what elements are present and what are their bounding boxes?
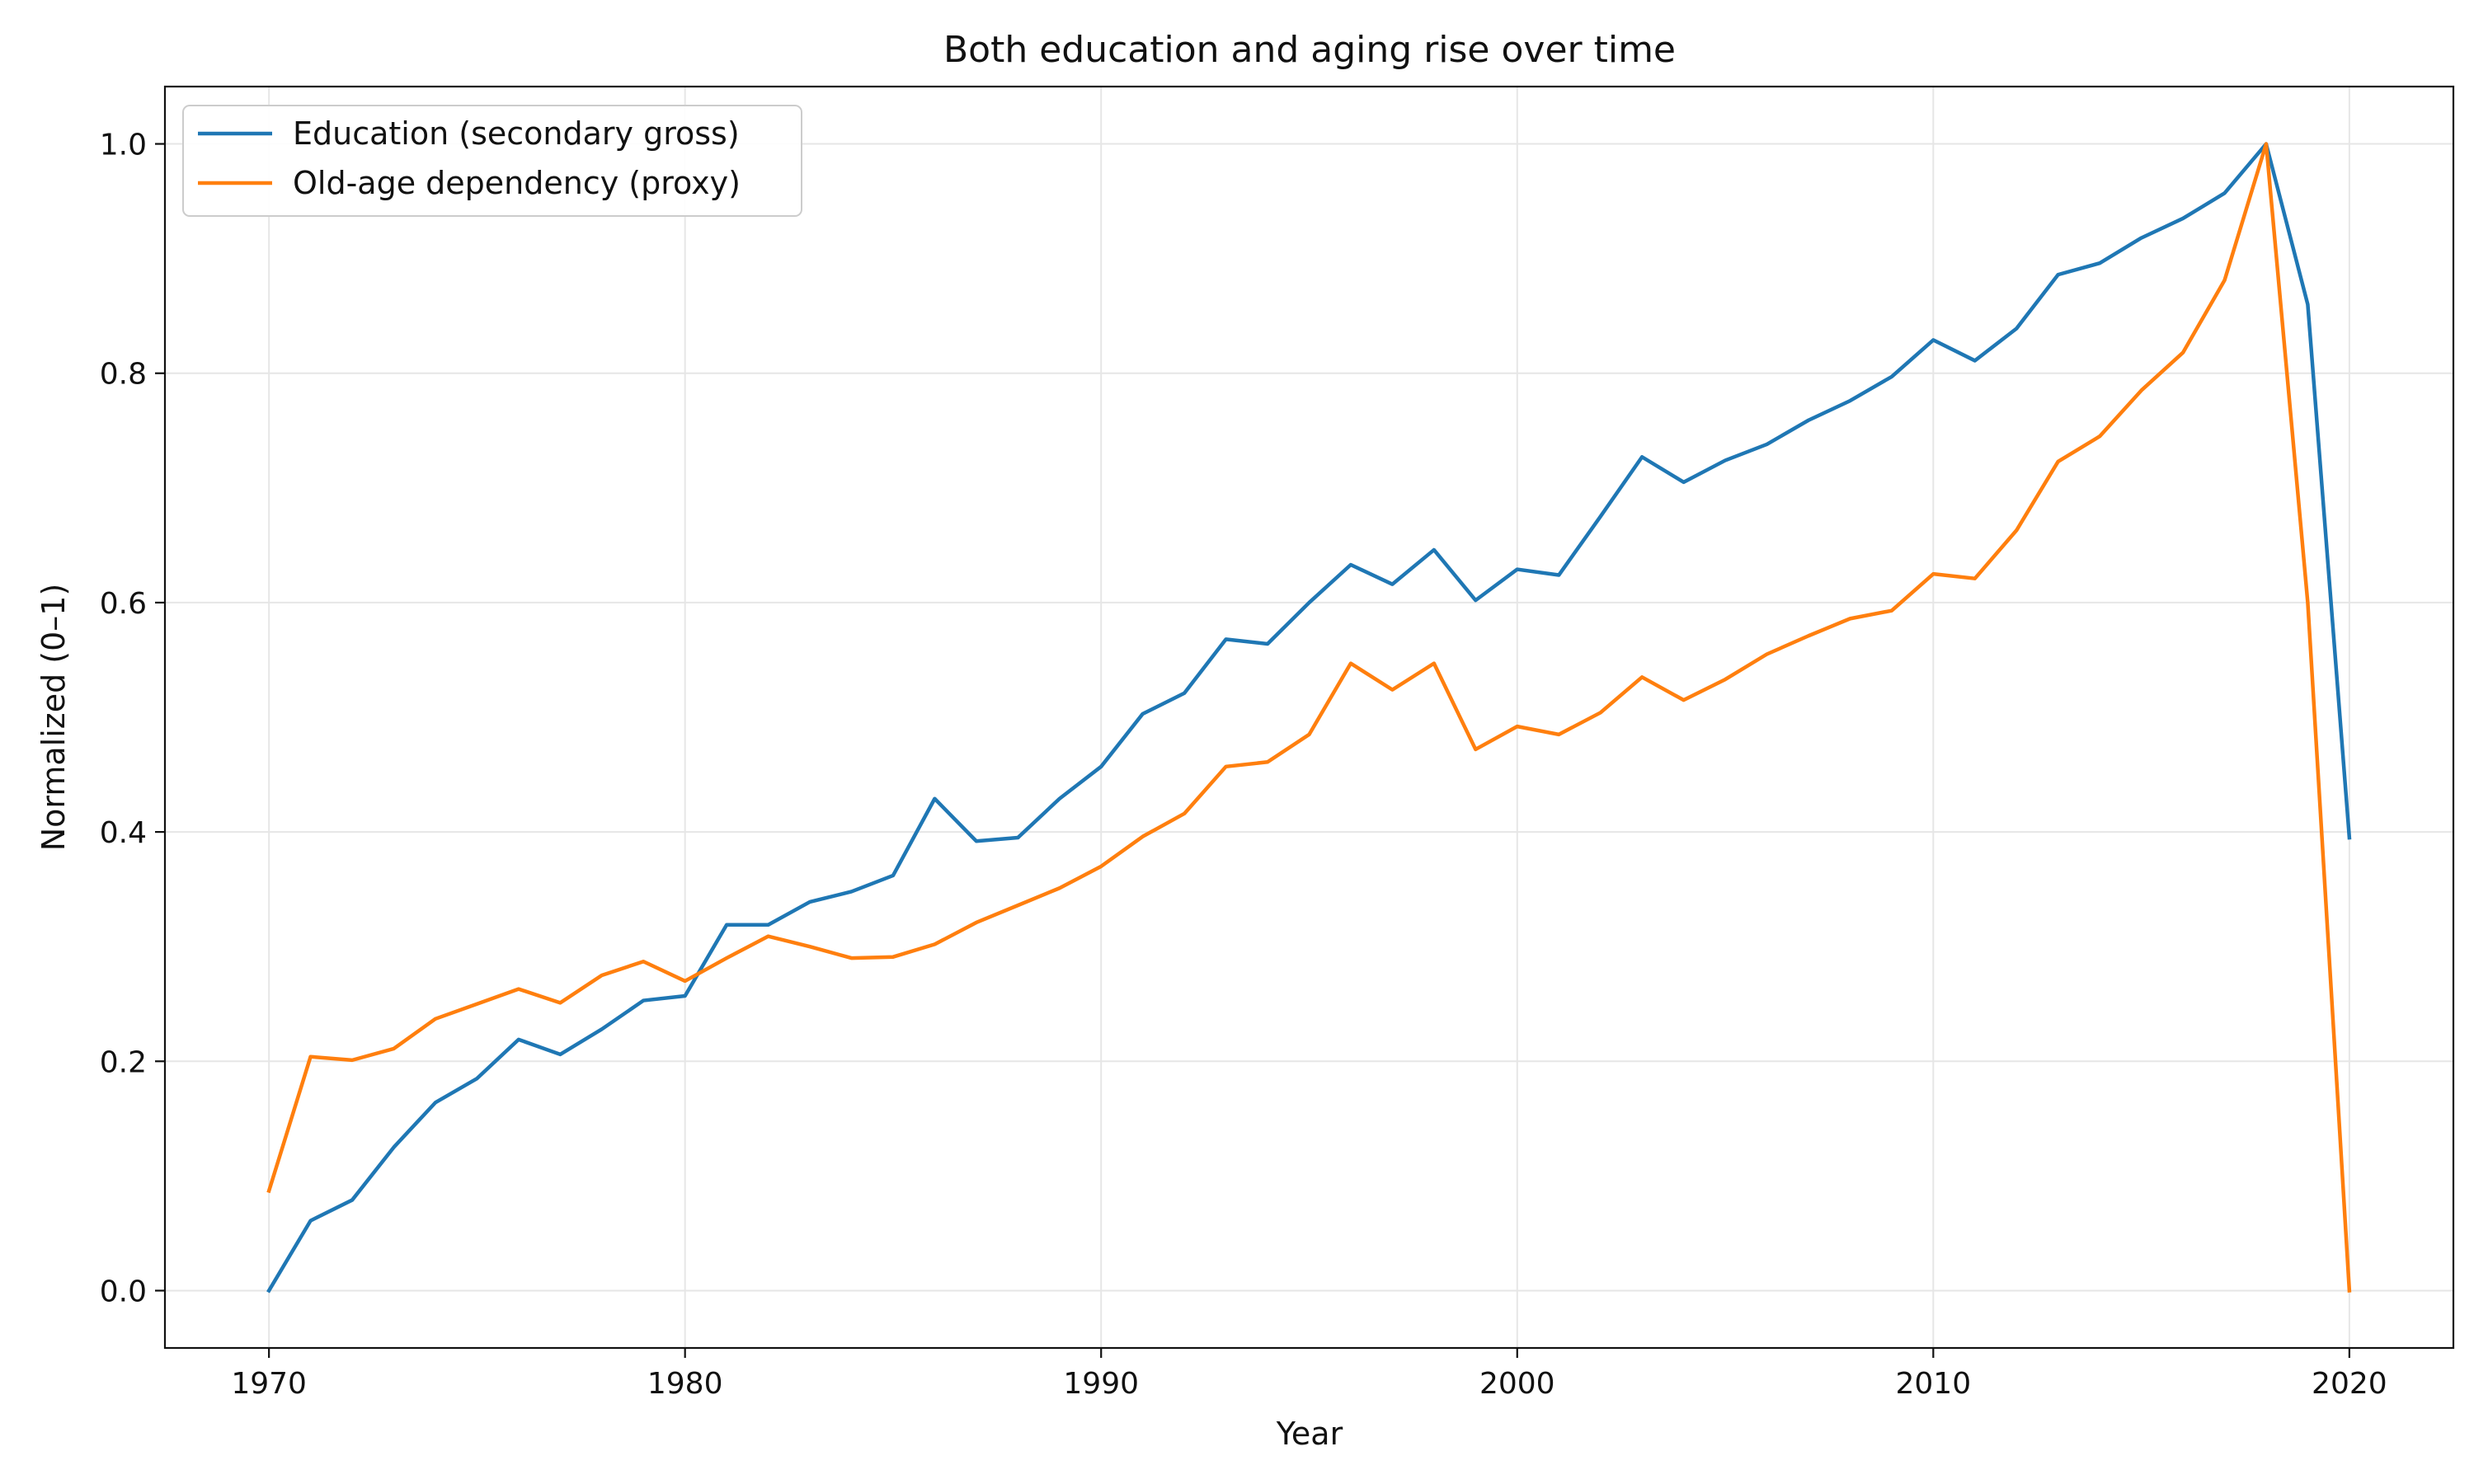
y-tick-label-0.4: 0.4 (100, 816, 147, 850)
series-lines (266, 142, 2352, 1294)
y-tick-label-0.2: 0.2 (100, 1045, 147, 1079)
legend-label-education: Education (secondary gross) (293, 115, 740, 152)
x-tick-label-2000: 2000 (1479, 1367, 1555, 1401)
legend-label-old-age: Old-age dependency (proxy) (293, 165, 741, 201)
y-tick-label-0.0: 0.0 (100, 1275, 147, 1308)
chart-title: Both education and aging rise over time (943, 29, 1676, 71)
x-axis-label: Year (1276, 1416, 1343, 1452)
y-axis-label: Normalized (0–1) (35, 584, 72, 852)
legend-box (182, 105, 802, 217)
series-line-education (266, 142, 2352, 1294)
series-line-old-age-dependency (266, 142, 2352, 1293)
y-tick-label-1.0: 1.0 (100, 129, 147, 162)
legend: Education (secondary gross) Old-age depe… (182, 105, 802, 217)
axis-ticks: 1970 1980 1990 2000 2010 2020 0.0 0.2 0.4 0.6 0.8 1… (100, 129, 2387, 1401)
x-tick-label-1980: 1980 (647, 1367, 723, 1401)
x-tick-label-2020: 2020 (2312, 1367, 2387, 1401)
x-tick-label-2010: 2010 (1896, 1367, 1972, 1401)
y-tick-label-0.6: 0.6 (100, 587, 147, 621)
x-tick-label-1970: 1970 (231, 1367, 307, 1401)
plot-frame (163, 85, 2455, 1350)
x-tick-label-1990: 1990 (1063, 1367, 1139, 1401)
y-tick-label-0.8: 0.8 (100, 358, 147, 392)
